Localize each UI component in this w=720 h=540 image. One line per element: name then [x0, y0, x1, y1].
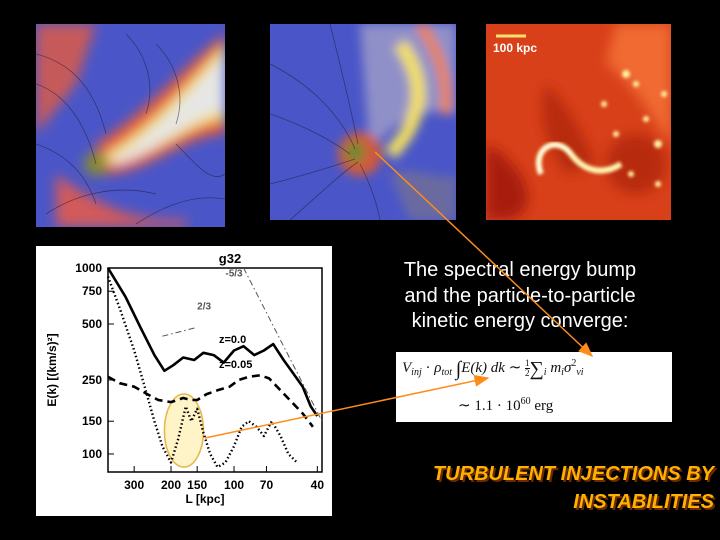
equation-symbol: E(k) dk: [461, 360, 505, 376]
equation-value: ∼ 1.1 · 10: [458, 398, 521, 414]
title-line: TURBULENT INJECTIONS BY: [432, 463, 714, 485]
x-tick-label: 200: [161, 478, 181, 492]
y-tick-label: 500: [82, 317, 102, 331]
caption-line: The spectral energy bump: [403, 259, 637, 281]
series-line-4: [243, 267, 323, 422]
highlight-region: [163, 393, 205, 468]
series-line-2: [106, 276, 298, 469]
chart-annotation: z=0.0: [219, 334, 246, 346]
energy-spectrum-chart: 1000 750 500 250 150 100 300 200 150 100 70 40 g32 L …: [36, 246, 332, 516]
caption: The spectral energy bump and the particl…: [360, 258, 680, 335]
energy-equation: Vinj · ρtot ∫E(k) dk ∼ 1 2 ∑i miσ2vi ∼ 1.1…: [396, 352, 672, 422]
chart-svg: 1000 750 500 250 150 100 300 200 150 100 70 40 g32 L …: [45, 251, 325, 506]
equation-subscript: tot: [441, 367, 452, 378]
equation-operator: ·: [421, 360, 435, 376]
y-tick-label: 250: [82, 373, 102, 387]
equation-superscript: 60: [520, 396, 531, 407]
equation-symbol: ρ: [434, 360, 442, 376]
velocity-field-image: [36, 24, 225, 227]
chart-annotation: 2/3: [197, 301, 211, 312]
fraction-numerator: 1: [525, 358, 530, 370]
turbulence-map-middle: [270, 24, 456, 220]
equation-line-1: Vinj · ρtot ∫E(k) dk ∼ 1 2 ∑i miσ2vi: [402, 358, 584, 381]
slide-title: TURBULENT INJECTIONS BY INSTABILITIES: [433, 460, 714, 516]
equation-operator: ∼: [504, 360, 526, 376]
series-line-3: [162, 326, 198, 337]
chart-title: g32: [219, 251, 241, 266]
velocity-field-image: [270, 24, 456, 220]
equation-subscript: vi: [576, 367, 584, 378]
equation-unit: erg: [530, 398, 554, 414]
y-axis-label: E(k) [(km/s)²]: [45, 333, 59, 406]
integral-sign: ∫: [455, 358, 462, 380]
y-tick-label: 750: [82, 284, 102, 298]
turbulence-map-left: [36, 24, 225, 227]
temperature-map-right: 100 kpc: [486, 24, 671, 220]
equation-subscript: i: [561, 367, 564, 378]
equation-symbol: m: [546, 360, 562, 376]
title-line: INSTABILITIES: [573, 491, 714, 513]
x-tick-label: 150: [187, 478, 207, 492]
equation-symbol: σ: [563, 360, 572, 376]
caption-line: and the particle-to-particle: [404, 284, 636, 307]
equation-subscript: i: [543, 367, 547, 378]
equation-subscript: inj: [411, 367, 422, 378]
x-tick-label: 300: [124, 478, 144, 492]
caption-line: kinetic energy converge:: [411, 310, 629, 332]
plot-frame: [107, 267, 323, 473]
series-line-0: [106, 267, 319, 417]
fraction-denominator: 2: [525, 368, 530, 379]
chart-annotation: -5/3: [225, 269, 243, 280]
y-tick-label: 100: [82, 447, 102, 461]
x-tick-label: 70: [260, 478, 274, 492]
x-tick-label: 100: [224, 478, 244, 492]
scale-bar-label: 100 kpc: [493, 41, 538, 55]
equation-symbol: V: [402, 360, 412, 376]
series-line-1: [107, 374, 314, 428]
sum-sign: ∑: [529, 358, 544, 380]
y-tick-label: 150: [82, 414, 102, 428]
x-axis-label: L [kpc]: [185, 492, 224, 506]
equation-line-2: ∼ 1.1 · 1060 erg: [458, 396, 553, 415]
y-tick-label: 1000: [75, 261, 102, 275]
equation-superscript: 2: [571, 358, 577, 369]
x-tick-label: 40: [311, 478, 325, 492]
chart-annotation: z=0.05: [219, 359, 252, 371]
